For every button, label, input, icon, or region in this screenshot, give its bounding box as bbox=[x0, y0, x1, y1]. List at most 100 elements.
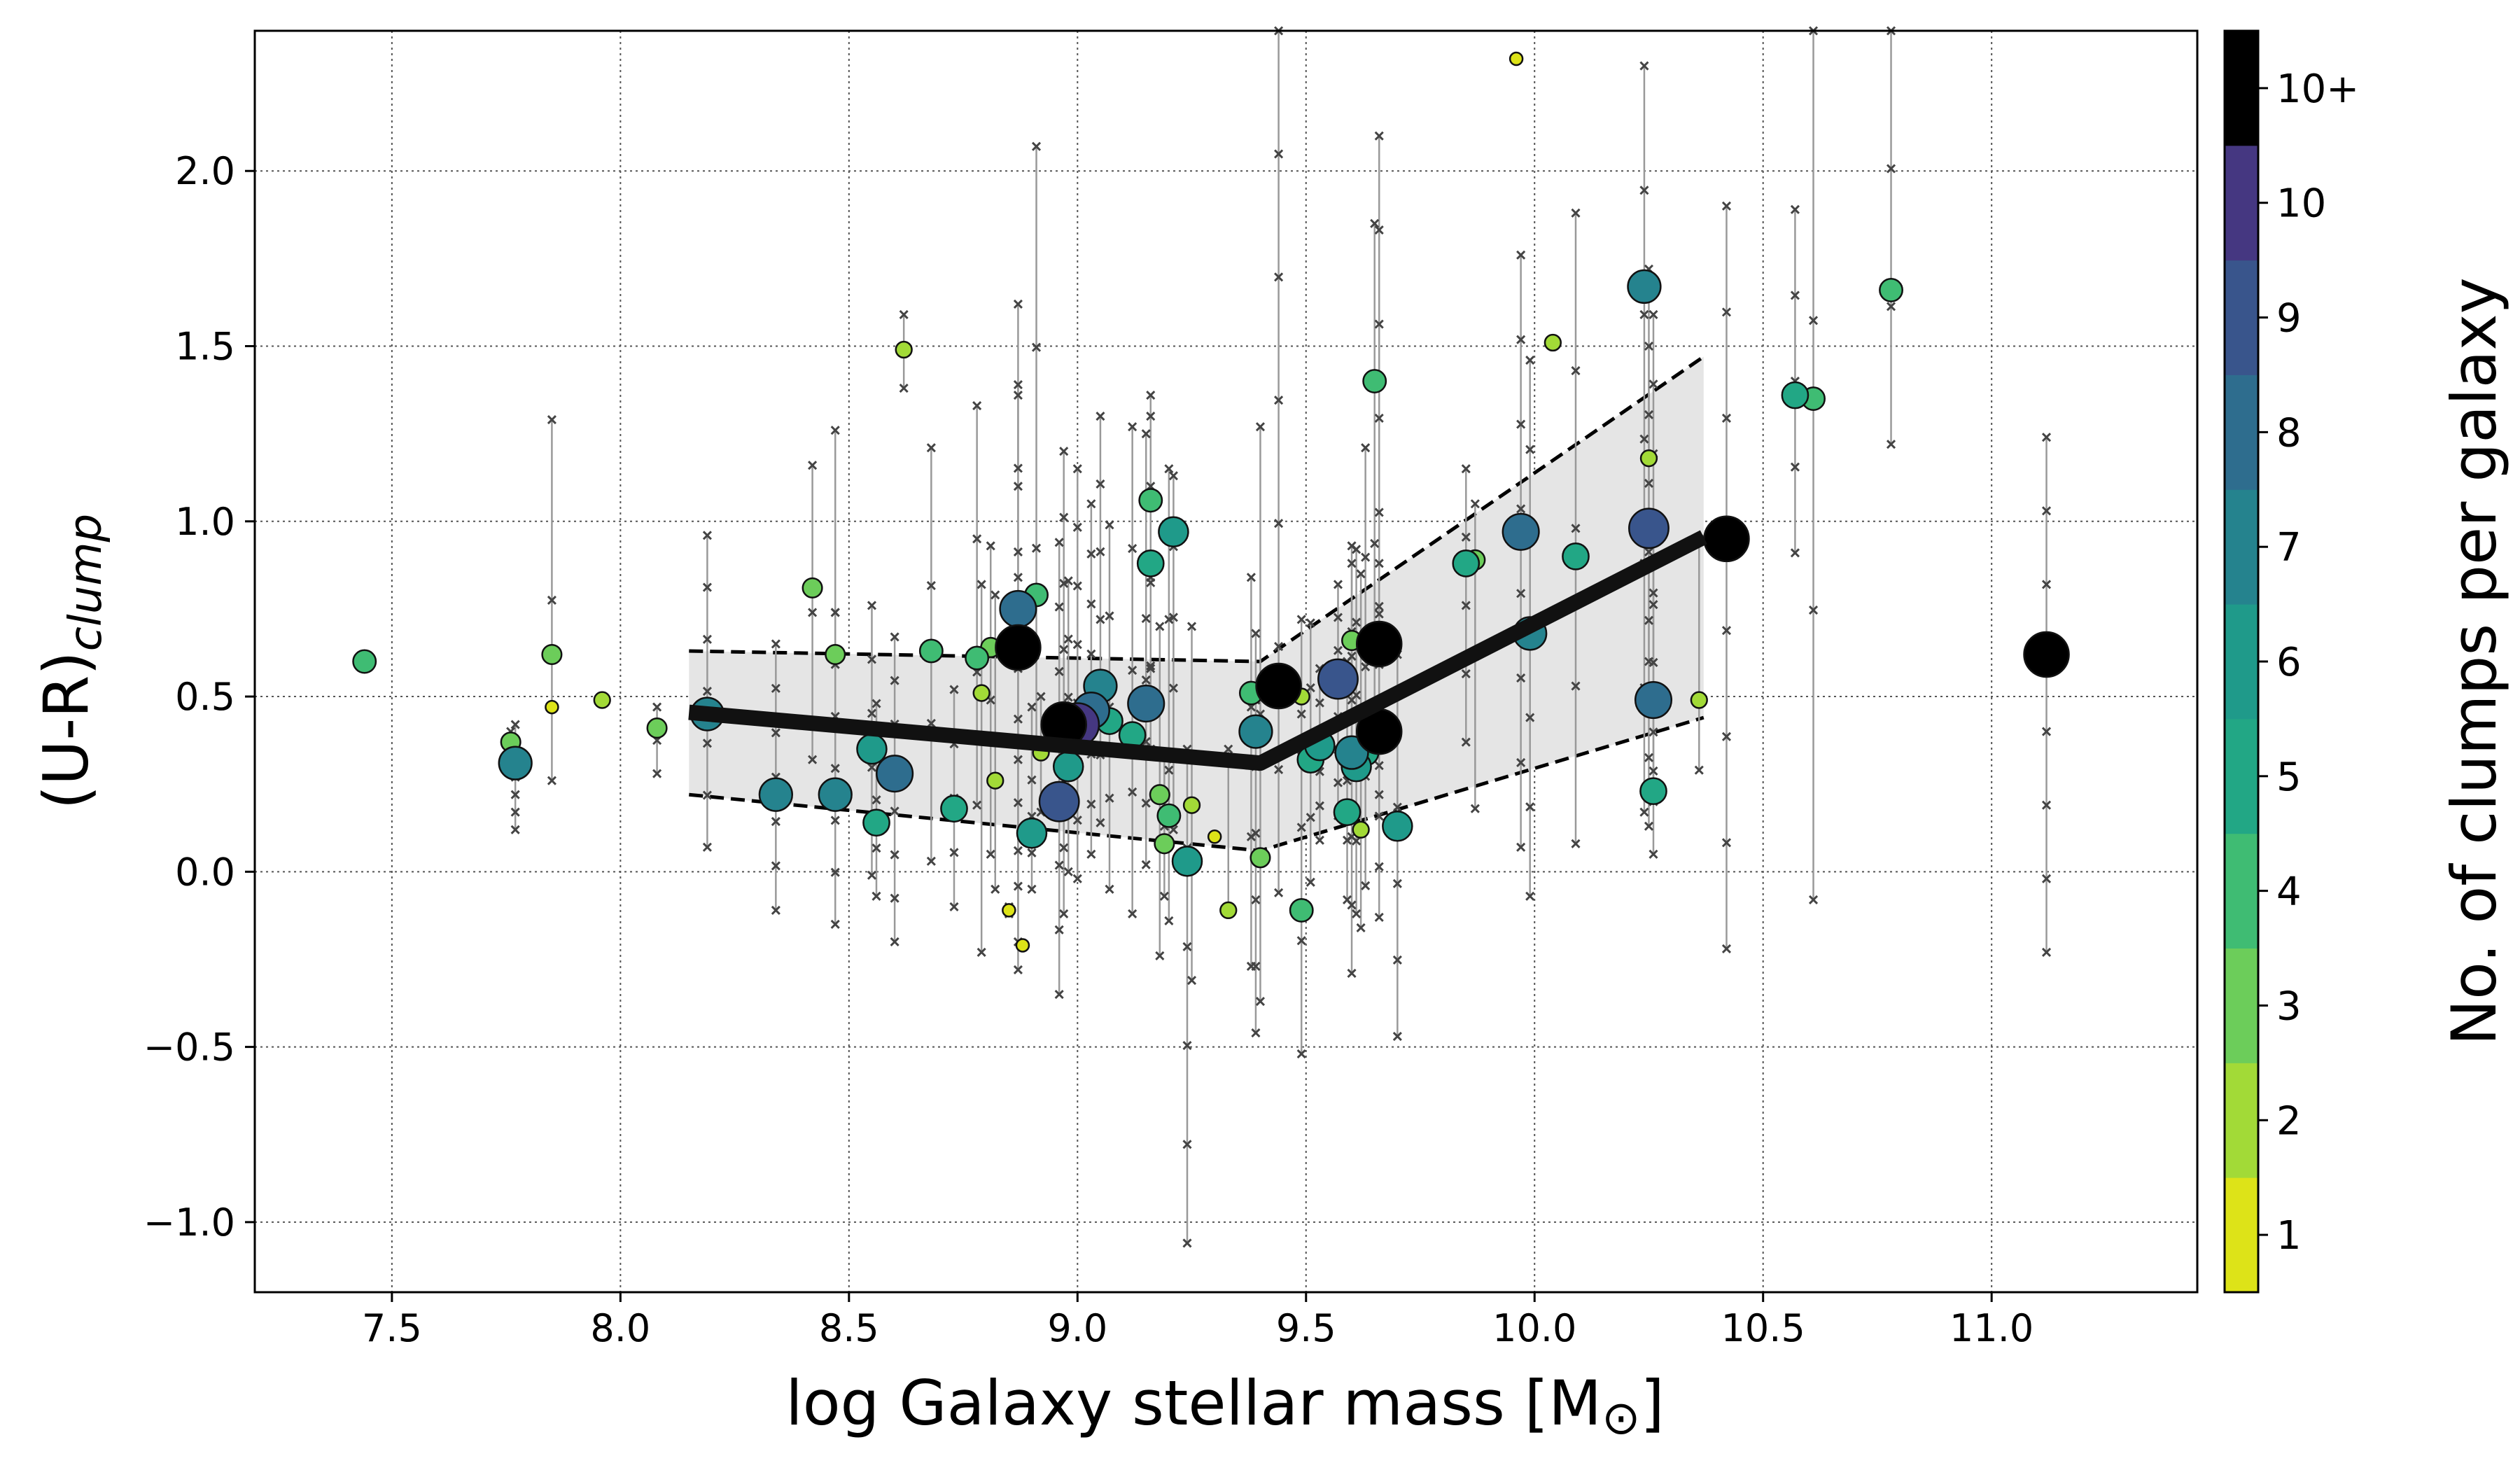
clump-marker bbox=[1027, 848, 1037, 858]
clump-marker bbox=[867, 708, 877, 718]
clump-marker bbox=[1128, 422, 1138, 432]
galaxy-point bbox=[1154, 833, 1175, 855]
galaxy-point bbox=[1002, 903, 1016, 918]
clump-marker bbox=[972, 401, 982, 411]
plot-frame bbox=[253, 29, 2199, 1294]
galaxy-point bbox=[1627, 269, 1662, 304]
colorbar-tick-label: 2 bbox=[2276, 1098, 2302, 1144]
y-tick-label: −0.5 bbox=[144, 1026, 235, 1070]
galaxy-point bbox=[1182, 796, 1201, 814]
clump-marker bbox=[1182, 1140, 1192, 1149]
clump-marker bbox=[1525, 802, 1535, 812]
y-axis-title: (U-R)clump bbox=[30, 514, 112, 809]
clump-marker bbox=[547, 415, 556, 425]
galaxy-point bbox=[1508, 51, 1524, 66]
galaxy-point bbox=[986, 771, 1004, 790]
clump-marker bbox=[890, 937, 899, 947]
colorbar-segment bbox=[2225, 833, 2258, 949]
clump-marker bbox=[1648, 309, 1658, 320]
galaxy-point bbox=[818, 777, 853, 812]
galaxy-point bbox=[545, 699, 559, 715]
clump-marker bbox=[1182, 1041, 1192, 1051]
clump-marker bbox=[1392, 878, 1402, 888]
clump-marker bbox=[808, 755, 818, 764]
clump-marker bbox=[1516, 419, 1526, 429]
clump-marker bbox=[1374, 225, 1384, 235]
clump-marker bbox=[1224, 744, 1233, 754]
colorbar-segment bbox=[2225, 1063, 2258, 1178]
clump-marker bbox=[1141, 613, 1151, 624]
galaxy-point bbox=[1628, 507, 1670, 550]
clump-marker bbox=[1155, 951, 1165, 961]
clump-marker bbox=[1808, 895, 1819, 904]
clump-marker bbox=[867, 654, 877, 664]
clump-marker bbox=[1790, 204, 1800, 214]
clump-marker bbox=[1141, 429, 1151, 439]
clump-marker bbox=[1516, 589, 1526, 598]
galaxy-point bbox=[1138, 488, 1163, 513]
grid-lines bbox=[255, 31, 2197, 1292]
clump-marker bbox=[1374, 609, 1384, 619]
clump-marker bbox=[1461, 532, 1471, 542]
clump-marker bbox=[926, 443, 936, 453]
clump-marker bbox=[1347, 559, 1357, 568]
clump-marker bbox=[1146, 412, 1156, 421]
clump-marker bbox=[1274, 641, 1284, 652]
clump-marker bbox=[1315, 801, 1324, 811]
colorbar-tick-label: 10 bbox=[2276, 181, 2326, 227]
clump-marker bbox=[949, 685, 959, 694]
y-tick-label: 1.0 bbox=[175, 500, 235, 544]
clump-marker bbox=[1648, 727, 1658, 737]
galaxy-point bbox=[1879, 277, 1903, 302]
clump-marker bbox=[808, 461, 818, 470]
clump-marker bbox=[1639, 807, 1649, 817]
colorbar-title: No. of clumps per galaxy bbox=[2438, 277, 2510, 1045]
galaxy-point bbox=[1639, 777, 1667, 806]
clump-marker bbox=[1374, 413, 1384, 424]
clump-marker bbox=[1255, 422, 1266, 432]
clump-marker bbox=[1644, 615, 1654, 625]
clump-marker bbox=[1251, 1028, 1261, 1038]
clump-marker bbox=[1571, 839, 1581, 848]
clump-marker bbox=[1721, 626, 1732, 636]
clump-marker bbox=[1296, 709, 1306, 719]
clump-marker bbox=[1296, 822, 1306, 832]
galaxy-point bbox=[1502, 512, 1540, 551]
clump-marker bbox=[1648, 600, 1658, 610]
clump-marker bbox=[1721, 944, 1732, 954]
colorbar: 1 2 3 4 5 6 7 8 9 10 10+ bbox=[2223, 29, 2359, 1294]
clump-marker bbox=[1525, 355, 1535, 365]
clump-marker bbox=[652, 702, 662, 712]
clump-marker bbox=[702, 842, 712, 852]
galaxy-point bbox=[1355, 620, 1403, 668]
clump-marker bbox=[2041, 800, 2052, 810]
clump-marker bbox=[830, 919, 840, 929]
clump-marker bbox=[1182, 1238, 1192, 1248]
galaxy-point bbox=[862, 808, 890, 837]
clump-marker bbox=[771, 639, 780, 649]
clump-marker bbox=[510, 720, 520, 729]
clump-marker bbox=[1361, 881, 1371, 890]
galaxy-point bbox=[646, 718, 668, 739]
clump-marker bbox=[1644, 547, 1654, 556]
y-axis-ticks: −1.0 −0.5 0.0 0.5 1.0 1.5 2.0 bbox=[144, 149, 255, 1245]
galaxy-point bbox=[972, 684, 990, 702]
colorbar-segment bbox=[2225, 31, 2258, 146]
clump-marker bbox=[1644, 410, 1654, 420]
colorbar-tick-label: 8 bbox=[2276, 410, 2302, 456]
clump-marker bbox=[702, 634, 712, 644]
clump-marker bbox=[1333, 612, 1343, 622]
clump-marker bbox=[1352, 545, 1362, 554]
clump-marker bbox=[1105, 520, 1114, 530]
clump-marker bbox=[510, 790, 520, 799]
galaxy-point bbox=[1219, 901, 1238, 920]
clump-marker bbox=[1356, 923, 1366, 932]
clump-marker bbox=[1128, 909, 1138, 918]
galaxy-point bbox=[1015, 938, 1030, 953]
galaxy-point bbox=[1382, 811, 1413, 842]
clump-marker bbox=[1461, 668, 1471, 679]
clump-marker bbox=[1374, 811, 1384, 821]
clump-marker bbox=[1274, 149, 1284, 159]
clump-marker bbox=[1571, 365, 1581, 376]
